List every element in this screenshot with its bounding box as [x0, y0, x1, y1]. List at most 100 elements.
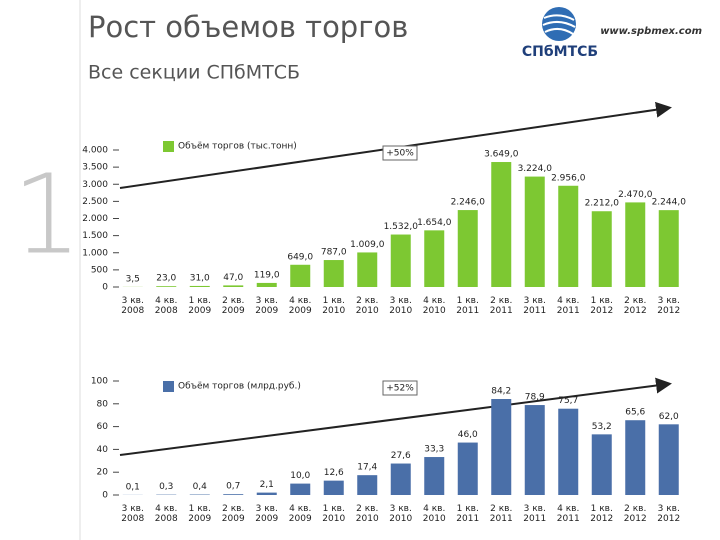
y-tick-label: 100: [91, 377, 108, 387]
legend-label: Объём торгов (тыс.тонн): [178, 142, 297, 152]
x-tick-label: 3 кв. 2009: [255, 504, 279, 524]
value-label: 787,0: [321, 248, 347, 258]
bar: [323, 260, 344, 287]
y-tick-label: 3.500: [82, 163, 108, 173]
value-label: 3.224,0: [518, 164, 553, 174]
y-tick-label: 0: [102, 283, 108, 293]
bar: [357, 252, 378, 287]
x-tick-label: 3 кв. 2010: [389, 504, 413, 524]
bar: [223, 285, 244, 287]
x-tick-label: 4 кв. 2010: [422, 504, 446, 524]
bar: [189, 285, 210, 287]
x-tick-label: 1 кв. 2012: [590, 504, 614, 524]
value-label: 12,6: [324, 468, 344, 478]
value-label: 47,0: [223, 273, 243, 283]
y-tick-label: 40: [97, 445, 109, 455]
x-tick-label: 1 кв. 2010: [322, 504, 346, 524]
bar: [625, 420, 646, 495]
x-tick-label: 3 кв. 2011: [523, 504, 547, 524]
bar: [390, 463, 411, 495]
value-label: 65,6: [625, 408, 645, 418]
bar: [323, 480, 344, 495]
y-tick-label: 2.000: [82, 214, 108, 224]
x-tick-label: 1 кв. 2011: [456, 296, 480, 316]
x-tick-label: 3 кв. 2009: [255, 296, 279, 316]
value-label: 53,2: [592, 422, 612, 432]
value-label: 0,4: [193, 482, 208, 492]
annotation: +50%: [386, 149, 414, 159]
value-label: 46,0: [458, 430, 478, 440]
subtitle: Все секции СПбМТСБ: [88, 62, 300, 84]
y-tick-label: 4.000: [82, 146, 108, 156]
bar: [591, 434, 612, 495]
value-label: 33,3: [424, 445, 444, 455]
y-tick-label: 1.000: [82, 248, 108, 258]
y-tick-label: 3.000: [82, 180, 108, 190]
y-tick-label: 500: [91, 265, 108, 275]
trend-arrow: [119, 377, 672, 456]
bar: [524, 176, 545, 287]
y-tick-label: 0: [102, 491, 108, 501]
y-tick-label: 60: [97, 422, 109, 432]
bar: [524, 405, 545, 495]
bar: [357, 475, 378, 495]
x-tick-label: 3 кв. 2008: [121, 504, 145, 524]
bar: [457, 210, 478, 287]
x-tick-label: 1 кв. 2012: [590, 296, 614, 316]
bar: [156, 286, 177, 287]
x-tick-label: 4 кв. 2010: [422, 296, 446, 316]
value-label: 31,0: [190, 273, 210, 283]
value-label: 2.470,0: [618, 190, 653, 200]
value-label: 3,5: [126, 274, 140, 284]
value-label: 75,7: [558, 396, 578, 406]
x-tick-label: 4 кв. 2011: [556, 296, 580, 316]
value-label: 62,0: [659, 412, 679, 422]
x-tick-label: 4 кв. 2009: [288, 296, 312, 316]
x-tick-label: 2 кв. 2012: [623, 296, 647, 316]
value-label: 78,9: [525, 393, 545, 403]
bar: [290, 264, 311, 287]
site-url: www.spbmex.com: [600, 26, 702, 37]
annotation-box: [382, 145, 418, 161]
y-tick-label: 1.500: [82, 231, 108, 241]
x-tick-label: 3 кв. 2008: [121, 296, 145, 316]
y-tick-label: 80: [97, 399, 109, 409]
value-label: 0,7: [226, 482, 240, 492]
value-label: 1.009,0: [350, 240, 385, 250]
value-label: 119,0: [254, 270, 280, 280]
logo: СПбМТСБ: [522, 7, 598, 60]
value-label: 23,0: [156, 274, 176, 284]
value-label: 2.244,0: [652, 198, 687, 208]
x-tick-label: 1 кв. 2009: [188, 504, 212, 524]
annotation-box: [382, 380, 418, 396]
bar: [390, 234, 411, 287]
x-tick-label: 1 кв. 2010: [322, 296, 346, 316]
legend-swatch: [163, 381, 174, 392]
x-tick-label: 4 кв. 2008: [154, 504, 178, 524]
x-tick-label: 3 кв. 2012: [657, 296, 681, 316]
value-label: 2,1: [260, 480, 274, 490]
value-label: 3.649,0: [484, 150, 519, 160]
value-label: 2.246,0: [451, 198, 486, 208]
bar: [558, 408, 579, 495]
value-label: 17,4: [357, 463, 377, 473]
value-label: 27,6: [391, 451, 411, 461]
y-tick-label: 2.500: [82, 197, 108, 207]
annotation: +52%: [386, 384, 414, 394]
value-label: 0,3: [159, 482, 173, 492]
logo-text: СПбМТСБ: [522, 44, 598, 60]
x-tick-label: 2 кв. 2009: [221, 296, 245, 316]
x-tick-label: 1 кв. 2009: [188, 296, 212, 316]
legend-label: Объём торгов (млрд.руб.): [178, 382, 301, 392]
x-tick-label: 4 кв. 2008: [154, 296, 178, 316]
x-tick-label: 2 кв. 2010: [355, 296, 379, 316]
value-label: 1.532,0: [384, 222, 419, 232]
bar: [424, 457, 445, 495]
bar: [290, 483, 311, 495]
value-label: 649,0: [287, 252, 313, 262]
x-tick-label: 2 кв. 2012: [623, 504, 647, 524]
x-tick-label: 3 кв. 2011: [523, 296, 547, 316]
bar: [625, 202, 646, 287]
value-label: 2.956,0: [551, 173, 586, 183]
